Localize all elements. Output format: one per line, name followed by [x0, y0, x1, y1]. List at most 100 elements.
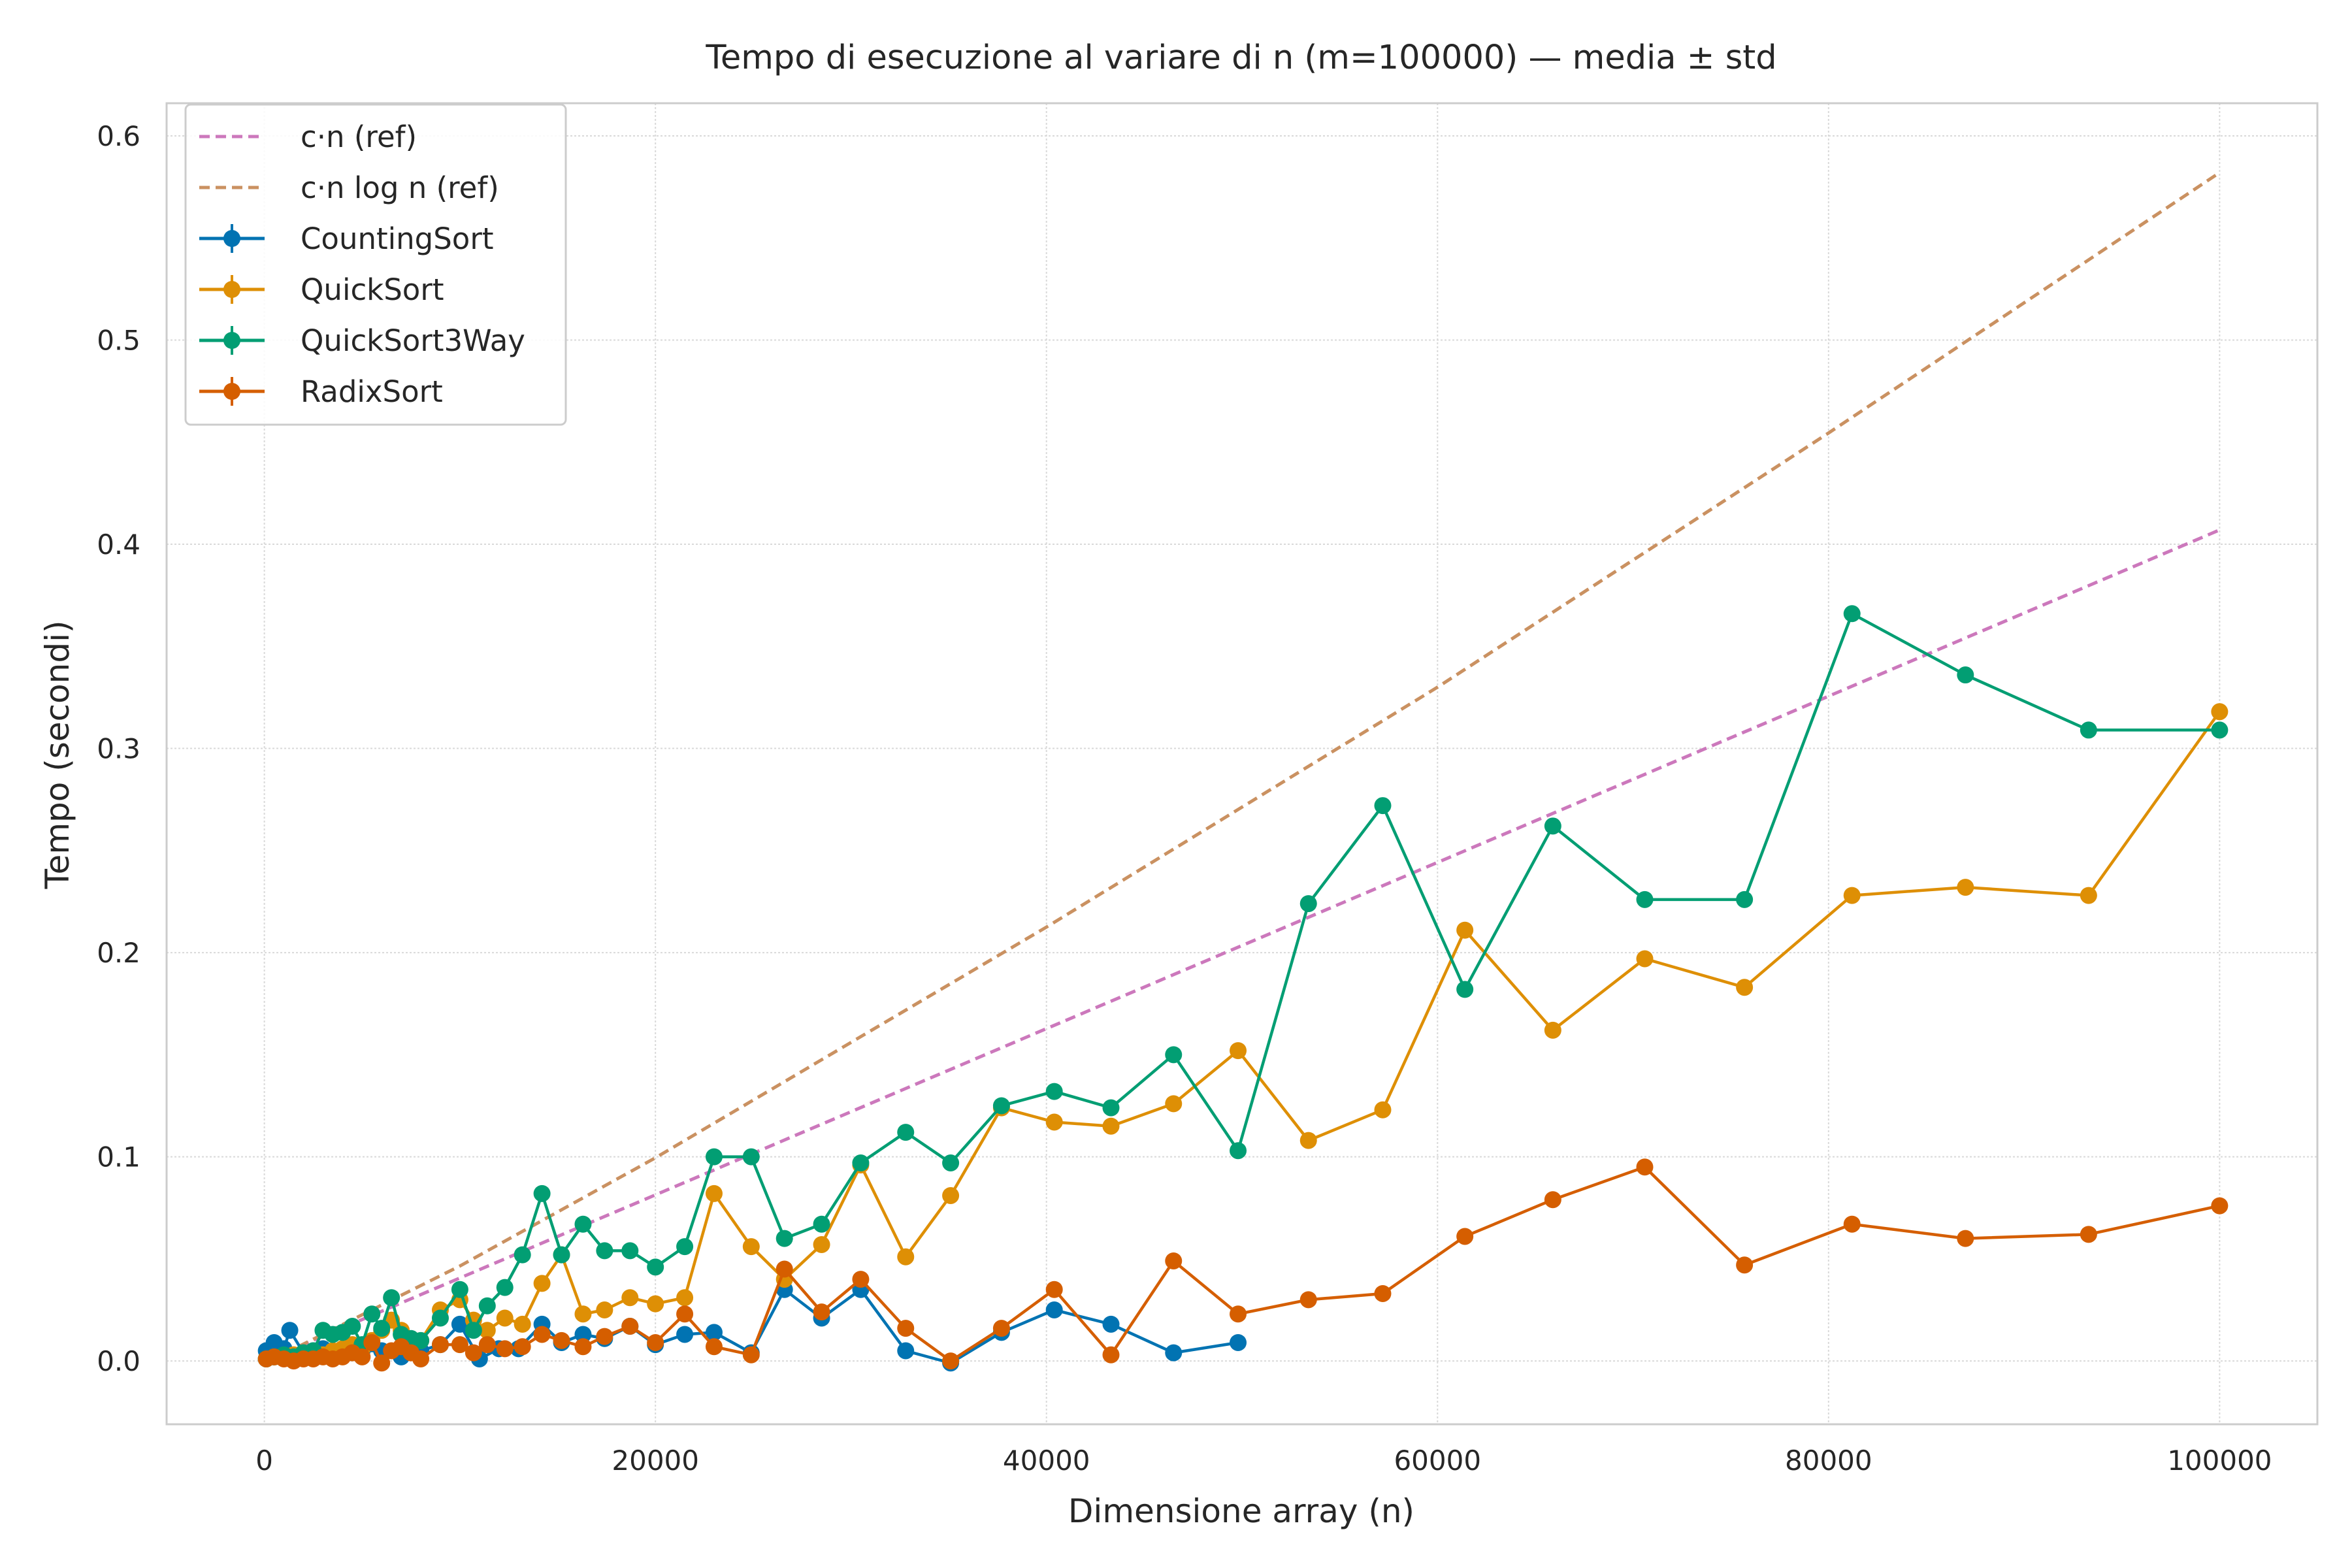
series-radixsort	[257, 1158, 2229, 1372]
x-tick-label: 80000	[1785, 1445, 1872, 1477]
data-point	[942, 1352, 960, 1370]
data-point	[742, 1238, 760, 1256]
data-point	[373, 1354, 391, 1372]
x-tick-label: 100000	[2167, 1445, 2272, 1477]
data-point	[813, 1235, 830, 1253]
x-tick-label: 20000	[612, 1445, 699, 1477]
data-point	[1957, 879, 1974, 896]
data-point	[897, 1342, 915, 1360]
data-point	[942, 1154, 960, 1171]
y-tick-label: 0.1	[97, 1141, 140, 1173]
data-point	[533, 1275, 551, 1292]
reference-lines	[283, 171, 2221, 1356]
data-point	[705, 1184, 723, 1202]
data-point	[431, 1309, 449, 1327]
data-point	[647, 1258, 664, 1276]
legend-marker	[223, 281, 240, 298]
data-point	[383, 1289, 400, 1307]
data-point	[1045, 1281, 1063, 1298]
y-tick-label: 0.3	[97, 733, 140, 765]
data-point	[1544, 1021, 1561, 1039]
data-point	[1636, 1158, 1654, 1176]
data-point	[992, 1097, 1010, 1115]
plot-frame	[165, 102, 2319, 1426]
data-point	[574, 1326, 592, 1343]
data-point	[621, 1317, 639, 1335]
legend: c·n (ref) c·n log n (ref) CountingSort Quic…	[184, 103, 567, 426]
data-point	[897, 1248, 915, 1266]
reference-line-1	[283, 171, 2221, 1356]
legend-box	[184, 103, 567, 426]
data-point	[813, 1303, 830, 1321]
y-tick-label: 0.0	[97, 1345, 140, 1377]
data-point	[1230, 1042, 1247, 1060]
data-point	[1165, 1046, 1183, 1064]
data-point	[1456, 921, 1474, 939]
data-point	[942, 1186, 960, 1204]
data-point	[1957, 666, 1974, 684]
data-point	[1165, 1344, 1183, 1362]
data-point	[705, 1324, 723, 1341]
data-point	[1374, 797, 1392, 815]
data-point	[553, 1331, 570, 1349]
data-point	[1299, 1291, 1317, 1309]
data-point	[1636, 890, 1654, 908]
data-point	[596, 1301, 613, 1318]
data-point	[2080, 721, 2097, 739]
data-point	[281, 1322, 299, 1339]
data-series	[257, 605, 2229, 1372]
legend-entry: c·n (ref)	[199, 120, 417, 154]
data-point	[2211, 721, 2229, 739]
data-point	[621, 1289, 639, 1307]
data-point	[596, 1328, 613, 1345]
legend-entry: QuickSort3Way	[199, 323, 525, 358]
grid-lines	[167, 103, 2317, 1424]
data-point	[533, 1184, 551, 1202]
data-point	[1544, 1191, 1561, 1209]
y-tick-label: 0.4	[97, 529, 140, 561]
legend-marker	[223, 383, 240, 400]
data-point	[431, 1336, 449, 1354]
data-point	[514, 1315, 531, 1333]
data-point	[373, 1320, 391, 1337]
x-tick-label: 40000	[1003, 1445, 1090, 1477]
data-point	[1045, 1083, 1063, 1100]
data-point	[2211, 703, 2229, 721]
data-point	[1736, 979, 1754, 996]
legend-entry: QuickSort	[199, 272, 444, 307]
y-axis-ticks: 0.0 0.1 0.2 0.3 0.4 0.5 0.6	[97, 120, 140, 1377]
data-point	[1165, 1095, 1183, 1113]
data-point	[776, 1230, 793, 1247]
data-point	[1636, 950, 1654, 968]
data-point	[1299, 895, 1317, 913]
data-point	[1230, 1142, 1247, 1160]
data-point	[813, 1215, 830, 1233]
legend-label: c·n (ref)	[301, 120, 417, 154]
data-point	[574, 1338, 592, 1356]
data-point	[1456, 1228, 1474, 1245]
data-point	[478, 1322, 496, 1339]
data-point	[776, 1260, 793, 1278]
data-point	[574, 1305, 592, 1323]
data-point	[496, 1279, 514, 1296]
data-point	[478, 1336, 496, 1354]
legend-entry: RadixSort	[199, 374, 443, 409]
data-point	[478, 1297, 496, 1315]
data-point	[1102, 1117, 1120, 1135]
data-point	[2211, 1197, 2229, 1215]
reference-line-0	[283, 528, 2221, 1354]
data-point	[514, 1246, 531, 1264]
data-point	[412, 1350, 430, 1367]
data-point	[412, 1331, 430, 1349]
data-point	[496, 1309, 514, 1327]
data-point	[897, 1124, 915, 1141]
data-point	[1544, 817, 1561, 835]
data-point	[553, 1246, 570, 1264]
legend-entry: CountingSort	[199, 221, 493, 256]
legend-entry: c·n log n (ref)	[199, 171, 499, 205]
data-point	[574, 1215, 592, 1233]
data-point	[1843, 887, 1861, 904]
data-point	[621, 1242, 639, 1260]
data-point	[1230, 1333, 1247, 1351]
